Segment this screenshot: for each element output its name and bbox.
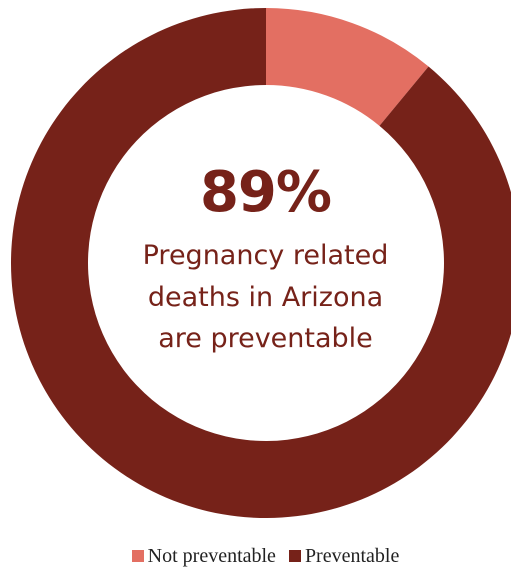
center-caption-line-3: are preventable xyxy=(158,323,373,354)
center-caption-line-1: Pregnancy related xyxy=(142,240,389,271)
legend-label-not-preventable: Not preventable xyxy=(147,545,276,567)
legend-swatch-not-preventable xyxy=(131,550,144,562)
legend-label-preventable: Preventable xyxy=(304,545,400,567)
legend-swatch-preventable xyxy=(288,550,301,562)
legend-item-preventable: Preventable xyxy=(288,544,400,568)
legend-item-not-preventable: Not preventable xyxy=(131,544,276,568)
center-caption-line-2: deaths in Arizona xyxy=(147,282,384,313)
center-percentage: 89% xyxy=(199,160,332,225)
slice-not-preventable xyxy=(266,8,429,126)
slice-preventable xyxy=(11,8,511,518)
legend: Not preventable Preventable xyxy=(0,544,511,568)
